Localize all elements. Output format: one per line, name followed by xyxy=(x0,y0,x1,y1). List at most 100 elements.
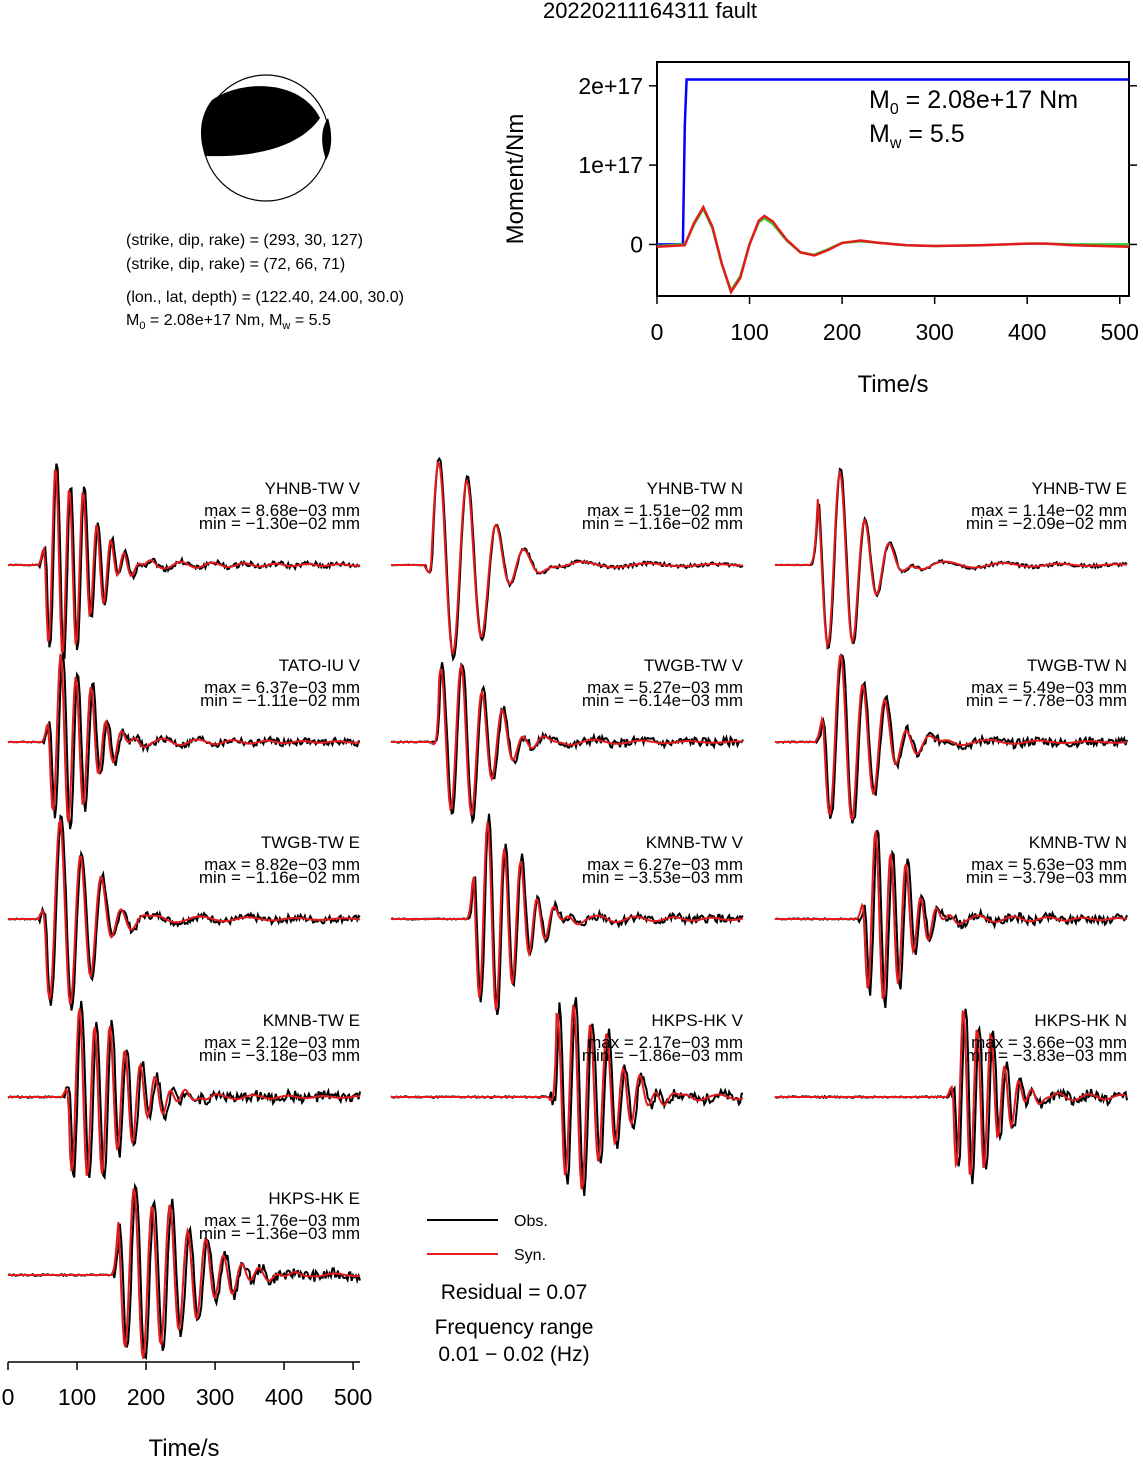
trace-max-label: max = 6.37e−03 mm xyxy=(204,678,360,697)
wave-x-tick-label: 300 xyxy=(196,1384,234,1410)
synthetic-waveform xyxy=(391,662,744,817)
trace-max-label: max = 8.68e−03 mm xyxy=(204,501,360,520)
mw-value: = 5.5 xyxy=(290,312,331,329)
moment-x-tick-label: 500 xyxy=(1101,319,1139,345)
legend-synthetic-label: Syn. xyxy=(514,1247,546,1264)
trace-station-label: KMNB-TW E xyxy=(263,1011,360,1030)
trace-max-label: max = 6.27e−03 mm xyxy=(587,855,743,874)
location-depth: (lon., lat, depth) = (122.40, 24.00, 30.… xyxy=(126,289,404,306)
wave-x-tick-label: 500 xyxy=(334,1384,372,1410)
moment-x-tick-label: 0 xyxy=(651,319,664,345)
trace-station-label: TWGB-TW N xyxy=(1027,656,1127,675)
nodal-plane-2: (strike, dip, rake) = (72, 66, 71) xyxy=(126,256,346,273)
moment-symbol: M xyxy=(126,312,140,329)
beachball-compression-sliver xyxy=(322,118,332,160)
beachball-compression-quadrant xyxy=(200,86,320,157)
trace-min-label: min = −3.83e−03 mm xyxy=(966,1046,1127,1065)
wave-x-tick-label: 0 xyxy=(2,1384,15,1410)
trace-max-label: max = 5.63e−03 mm xyxy=(971,855,1127,874)
synthetic-waveform xyxy=(775,830,1128,1000)
trace-min-label: min = −1.36e−03 mm xyxy=(199,1224,360,1243)
trace-station-label: HKPS-HK N xyxy=(1034,1011,1127,1030)
synthetic-waveform xyxy=(8,1008,360,1176)
observed-waveform xyxy=(390,662,744,825)
synthetic-waveform xyxy=(775,468,1128,649)
trace-max-label: max = 2.12e−03 mm xyxy=(204,1033,360,1052)
trace-min-label: min = −1.86e−03 mm xyxy=(582,1046,743,1065)
moment-x-tick-label: 400 xyxy=(1008,319,1046,345)
trace-station-label: TATO-IU V xyxy=(279,656,361,675)
wave-x-tick-label: 100 xyxy=(58,1384,96,1410)
moment-y-tick-label: 2e+17 xyxy=(578,73,643,99)
moment-y-tick-label: 1e+17 xyxy=(578,152,643,178)
moment-y-axis-label: Moment/Nm xyxy=(502,114,529,245)
synthetic-waveform xyxy=(8,653,361,823)
synthetic-waveform xyxy=(391,821,744,1011)
trace-station-label: HKPS-HK V xyxy=(651,1011,743,1030)
moment-y-tick-label: 0 xyxy=(630,231,643,257)
page-title: 20220211164311 fault xyxy=(542,0,758,23)
wave-x-tick-label: 400 xyxy=(265,1384,303,1410)
trace-max-label: max = 5.49e−03 mm xyxy=(971,678,1127,697)
trace-max-label: max = 1.76e−03 mm xyxy=(204,1211,360,1230)
trace-station-label: KMNB-TW V xyxy=(646,833,744,852)
trace-min-label: min = −3.53e−03 mm xyxy=(582,868,743,887)
moment-plot-frame xyxy=(656,61,1130,297)
moment-x-tick-label: 100 xyxy=(730,319,768,345)
legend: Obs. Syn. xyxy=(427,1213,548,1264)
trace-max-label: max = 2.17e−03 mm xyxy=(587,1033,743,1052)
moment-x-tick-label: 200 xyxy=(823,319,861,345)
synthetic-waveform xyxy=(775,654,1128,822)
trace-station-label: YHNB-TW V xyxy=(265,479,361,498)
trace-min-label: min = −7.78e−03 mm xyxy=(966,691,1127,710)
moment-x-tick-label: 300 xyxy=(915,319,953,345)
trace-min-label: min = −3.79e−03 mm xyxy=(966,868,1127,887)
synthetic-waveform xyxy=(391,1004,744,1190)
trace-station-label: TWGB-TW V xyxy=(644,656,744,675)
residual-label: Residual = 0.07 xyxy=(441,1281,588,1304)
trace-min-label: min = −1.30e−02 mm xyxy=(199,514,360,533)
trace-max-label: max = 5.27e−03 mm xyxy=(587,678,743,697)
trace-max-label: max = 1.14e−02 mm xyxy=(971,501,1127,520)
trace-station-label: YHNB-TW N xyxy=(647,479,743,498)
nodal-plane-1: (strike, dip, rake) = (293, 30, 127) xyxy=(126,232,363,249)
frequency-range-value: 0.01 − 0.02 (Hz) xyxy=(438,1343,589,1366)
frequency-range-label: Frequency range xyxy=(435,1316,594,1339)
trace-min-label: min = −3.18e−03 mm xyxy=(199,1046,360,1065)
trace-station-label: TWGB-TW E xyxy=(261,833,360,852)
synthetic-waveform xyxy=(8,818,361,1005)
wave-x-axis-label: Time/s xyxy=(148,1435,219,1458)
trace-min-label: min = −1.16e−02 mm xyxy=(199,868,360,887)
focal-mechanism-beachball xyxy=(200,74,332,202)
trace-min-label: min = −1.11e−02 mm xyxy=(200,691,360,710)
wave-x-tick-label: 200 xyxy=(127,1384,165,1410)
trace-min-label: min = −2.09e−02 mm xyxy=(966,514,1127,533)
trace-max-label: max = 3.66e−03 mm xyxy=(971,1033,1127,1052)
moment-value: = 2.08e+17 Nm, M xyxy=(145,312,283,329)
synthetic-waveform xyxy=(775,1009,1128,1176)
moment-x-axis-label: Time/s xyxy=(857,371,928,398)
mw-annotation: Mw = 5.5 xyxy=(869,120,965,152)
trace-min-label: min = −6.14e−03 mm xyxy=(582,691,743,710)
synthetic-waveform xyxy=(8,469,361,653)
legend-observed-label: Obs. xyxy=(514,1213,548,1230)
trace-station-label: HKPS-HK E xyxy=(268,1189,360,1208)
trace-max-label: max = 8.82e−03 mm xyxy=(204,855,360,874)
trace-max-label: max = 1.51e−02 mm xyxy=(587,501,743,520)
synthetic-waveform xyxy=(8,1188,361,1359)
